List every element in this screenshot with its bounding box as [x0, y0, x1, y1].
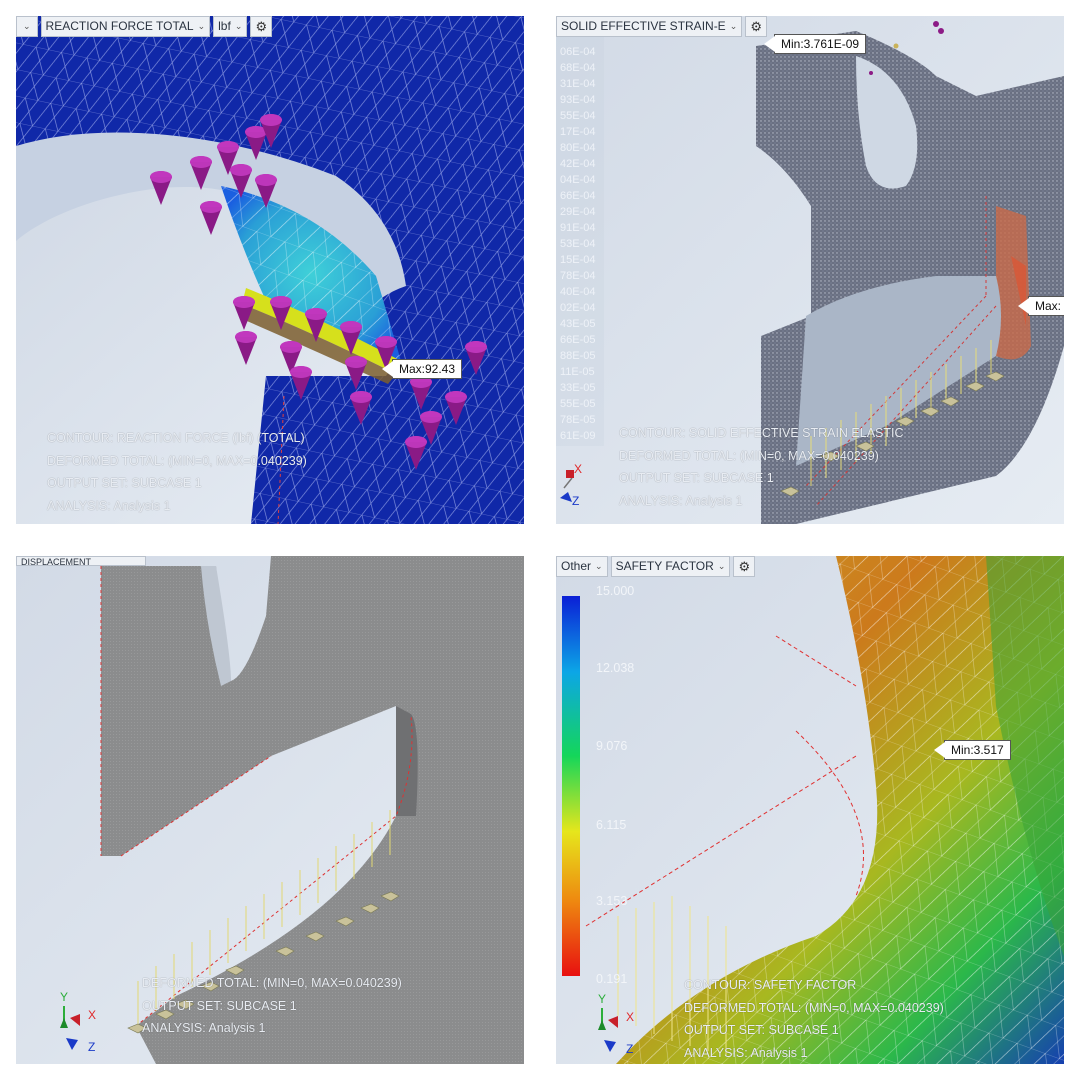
reaction-force-viewport[interactable]: ⌄ REACTION FORCE TOTAL ⌄ lbf ⌄ ⚙ Max:92.43…	[16, 16, 524, 524]
x-axis-label: X	[574, 462, 583, 476]
gear-icon[interactable]: ⚙	[250, 16, 273, 37]
output-set-info: OUTPUT SET: SUBCASE 1	[684, 1023, 839, 1037]
scale-tick: 93E-04	[560, 94, 596, 106]
safety-factor-model	[556, 556, 1064, 1064]
scale-tick: 43E-05	[560, 318, 596, 330]
reaction-force-model	[16, 16, 524, 524]
chevron-down-icon: ⌄	[717, 561, 726, 571]
coordinate-triad-icon: X Z	[558, 456, 594, 511]
scale-tick: 66E-05	[560, 334, 596, 346]
scale-tick: 55E-04	[560, 110, 596, 122]
x-axis-label: X	[88, 1008, 97, 1022]
contour-info: CONTOUR: SAFETY FACTOR	[684, 978, 857, 992]
result-type-dropdown[interactable]: DISPLACEMENT	[16, 556, 146, 566]
scale-tick: 3.153	[596, 894, 628, 908]
scale-tick: 15E-04	[560, 254, 596, 266]
scale-tick: 33E-05	[560, 382, 596, 394]
result-type-dropdown[interactable]: SOLID EFFECTIVE STRAIN-E ⌄	[556, 16, 743, 37]
result-type-label: SAFETY FACTOR	[615, 559, 714, 573]
results-info: CONTOUR: SAFETY FACTOR DEFORMED TOTAL: (…	[684, 974, 944, 1064]
analysis-info: ANALYSIS: Analysis 1	[684, 1045, 808, 1060]
result-type-dropdown[interactable]: SAFETY FACTOR ⌄	[610, 556, 731, 577]
chevron-down-icon: ⌄	[729, 21, 738, 31]
results-info: CONTOUR: REACTION FORCE (lbf) (TOTAL) DE…	[47, 427, 307, 517]
chevron-down-icon: ⌄	[595, 561, 603, 571]
strain-model	[556, 16, 1064, 524]
safety-factor-color-scale: 15.000 12.038 9.076 6.115 3.153 0.191	[556, 556, 636, 986]
scale-tick: 9.076	[596, 739, 628, 753]
result-category-label: Other	[561, 559, 592, 573]
scale-tick: 66E-04	[560, 190, 596, 202]
scale-tick: 40E-04	[560, 286, 596, 298]
contour-info: CONTOUR: REACTION FORCE (lbf) (TOTAL)	[47, 431, 305, 445]
scale-tick: 61E-09	[560, 430, 596, 442]
z-axis-label: Z	[626, 1042, 634, 1056]
deformed-info: DEFORMED TOTAL: (MIN=0, MAX=0.040239)	[619, 448, 879, 463]
result-category-dropdown[interactable]: ⌄	[16, 16, 38, 37]
chevron-down-icon: ⌄	[234, 21, 243, 31]
coordinate-triad-icon: Y X Z	[594, 992, 638, 1059]
scale-tick: 15.000	[596, 584, 635, 598]
scale-tick: 02E-04	[560, 302, 596, 314]
deformed-info: DEFORMED TOTAL: (MIN=0, MAX=0.040239)	[47, 453, 307, 468]
scale-tick: 55E-05	[560, 398, 596, 410]
scale-tick: 53E-04	[560, 238, 596, 250]
max-callout: Max:92.43	[392, 359, 463, 379]
scale-tick: 04E-04	[560, 174, 596, 186]
deformed-info: DEFORMED TOTAL: (MIN=0, MAX=0.040239)	[684, 1000, 944, 1015]
max-callout: Max:	[1028, 296, 1064, 316]
chevron-down-icon: ⌄	[23, 21, 31, 31]
safety-factor-viewport[interactable]: Other ⌄ SAFETY FACTOR ⌄ ⚙ 15.000 12.038 9.…	[556, 556, 1064, 1064]
displacement-viewport[interactable]: DISPLACEMENT DEFORMED TOTAL: (MIN=0, MAX…	[16, 556, 524, 1064]
scale-tick: 78E-04	[560, 270, 596, 282]
scale-tick: 6.115	[596, 818, 627, 832]
result-type-label: DISPLACEMENT	[21, 557, 92, 566]
scale-tick: 78E-05	[560, 414, 596, 426]
result-type-label: REACTION FORCE TOTAL	[45, 19, 194, 33]
z-axis-label: Z	[88, 1040, 96, 1054]
gear-icon[interactable]: ⚙	[745, 16, 768, 37]
x-axis-label: X	[626, 1010, 635, 1024]
result-type-label: SOLID EFFECTIVE STRAIN-E	[561, 19, 726, 33]
y-axis-label: Y	[598, 992, 607, 1006]
z-axis-label: Z	[572, 494, 580, 508]
result-category-dropdown[interactable]: Other ⌄	[556, 556, 608, 577]
results-info: CONTOUR: SOLID EFFECTIVE STRAIN ELASTIC …	[619, 422, 904, 512]
analysis-info: ANALYSIS: Analysis 1	[47, 498, 171, 513]
output-set-info: OUTPUT SET: SUBCASE 1	[619, 471, 774, 485]
scale-tick: 17E-04	[560, 126, 596, 138]
coordinate-triad-icon: Y X Z	[56, 990, 100, 1057]
y-axis-label: Y	[60, 990, 69, 1004]
scale-tick: 91E-04	[560, 222, 596, 234]
contour-info: CONTOUR: SOLID EFFECTIVE STRAIN ELASTIC	[619, 426, 904, 440]
analysis-info: ANALYSIS: Analysis 1	[619, 493, 743, 508]
scale-tick: 42E-04	[560, 158, 596, 170]
unit-label: lbf	[218, 19, 231, 33]
output-set-info: OUTPUT SET: SUBCASE 1	[47, 476, 202, 490]
strain-color-scale: 06E-04 68E-04 31E-04 93E-04 55E-04 17E-0…	[556, 44, 606, 444]
scale-tick: 88E-05	[560, 350, 596, 362]
scale-tick: 80E-04	[560, 142, 596, 154]
strain-viewport[interactable]: SOLID EFFECTIVE STRAIN-E ⌄ ⚙ 06E-04 68E-0…	[556, 16, 1064, 524]
scale-tick: 68E-04	[560, 62, 596, 74]
min-callout: Min:3.517	[944, 740, 1011, 760]
scale-tick: 31E-04	[560, 78, 596, 90]
gear-icon[interactable]: ⚙	[733, 556, 756, 577]
scale-tick: 0.191	[596, 972, 628, 986]
output-set-info: OUTPUT SET: SUBCASE 1	[142, 998, 297, 1013]
scale-tick: 12.038	[596, 661, 635, 675]
scale-tick: 06E-04	[560, 46, 596, 58]
analysis-info: ANALYSIS: Analysis 1	[142, 1021, 266, 1035]
unit-dropdown[interactable]: lbf ⌄	[213, 16, 248, 37]
min-callout: Min:3.761E-09	[774, 34, 867, 54]
chevron-down-icon: ⌄	[197, 21, 206, 31]
scale-tick: 29E-04	[560, 206, 596, 218]
results-info: DEFORMED TOTAL: (MIN=0, MAX=0.040239) OU…	[142, 972, 402, 1040]
scale-tick: 11E-05	[560, 366, 595, 378]
deformed-info: DEFORMED TOTAL: (MIN=0, MAX=0.040239)	[142, 976, 402, 990]
displacement-model	[16, 556, 524, 1064]
result-type-dropdown[interactable]: REACTION FORCE TOTAL ⌄	[40, 16, 211, 37]
